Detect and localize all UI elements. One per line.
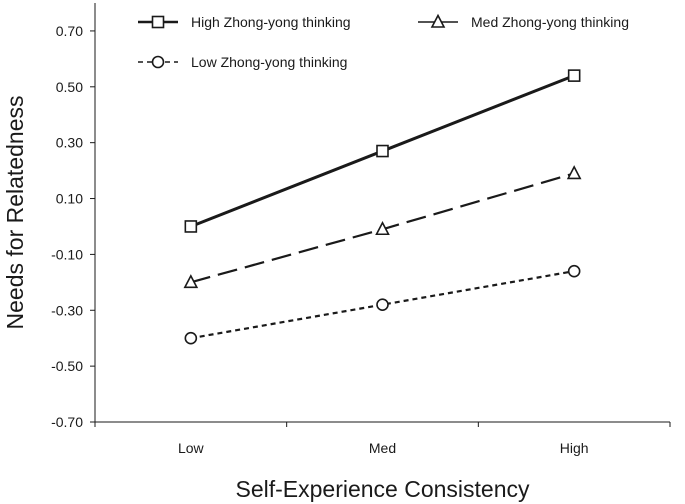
x-tick-group: Low Med High [94, 422, 671, 456]
legend-label: Med Zhong-yong thinking [471, 14, 629, 30]
data-point-circle [184, 331, 198, 345]
x-axis-title: Self-Experience Consistency [235, 476, 530, 502]
y-tick-label: 0.10 [56, 191, 83, 207]
legend-label: Low Zhong-yong thinking [191, 54, 347, 70]
data-point-circle [376, 298, 389, 311]
legend-marker-square [151, 15, 165, 29]
x-tick-label: Low [178, 440, 205, 456]
y-axis-title: Needs for Relatedness [2, 96, 28, 330]
y-tick-label: -0.10 [51, 246, 83, 262]
data-point-triangle [566, 165, 582, 180]
data-point-square [184, 220, 198, 233]
y-tick-label: 0.50 [56, 79, 83, 95]
legend-marker-circle [151, 55, 165, 69]
y-tick-label: 0.30 [56, 135, 83, 151]
x-tick-label: Med [369, 440, 396, 456]
legend-label: High Zhong-yong thinking [191, 14, 351, 30]
y-tick-label: -0.50 [51, 358, 83, 374]
data-point-triangle [183, 274, 199, 289]
legend-item: High Zhong-yong thinking [138, 14, 351, 30]
series-group [183, 69, 582, 345]
legend-item: Low Zhong-yong thinking [138, 54, 347, 70]
data-point-triangle [375, 221, 390, 236]
y-tick-group: 0.70 0.50 0.30 0.10 -0.10 -0.30 -0.50 -0.70 [51, 23, 95, 430]
series-triangle [183, 165, 582, 289]
series-line [190, 270, 575, 340]
legend-item: Med Zhong-yong thinking [418, 13, 629, 30]
legend-marker-triangle [430, 13, 446, 28]
data-point-square [567, 69, 581, 82]
y-tick-label: -0.30 [51, 302, 83, 318]
data-point-circle [567, 264, 581, 278]
x-tick-label: High [560, 440, 589, 456]
y-tick-label: -0.70 [51, 414, 83, 430]
series-circle [184, 264, 581, 345]
axes: 0.70 0.50 0.30 0.10 -0.10 -0.30 -0.50 -0.70 Low… [51, 3, 671, 456]
legend: High Zhong-yong thinking Med Zhong-yong t… [138, 13, 629, 70]
series-square [184, 69, 581, 233]
data-point-square [376, 144, 389, 158]
y-tick-label: 0.70 [56, 23, 83, 39]
